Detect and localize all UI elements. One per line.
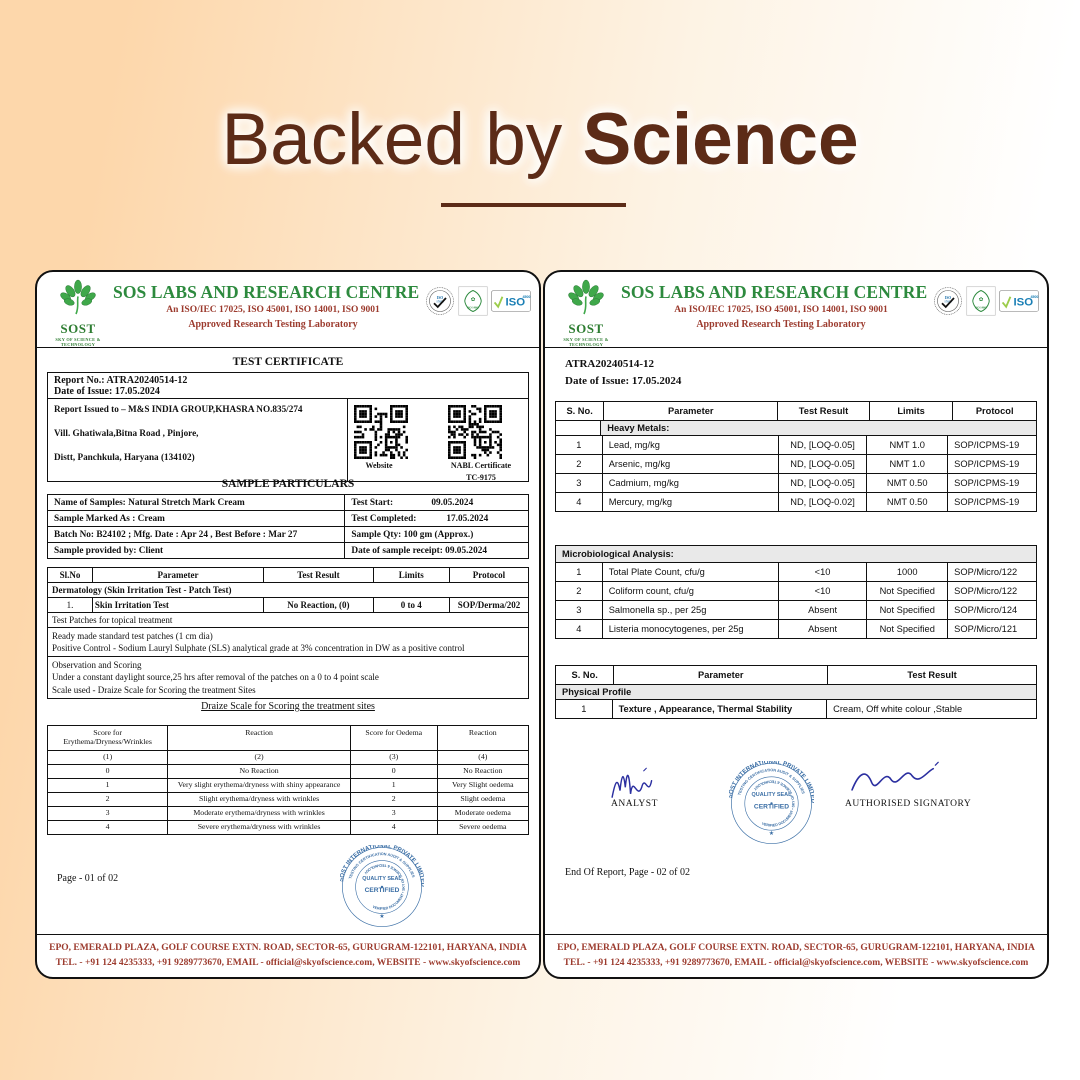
svg-text:QUALITY SEAL: QUALITY SEAL xyxy=(362,876,402,882)
svg-text:CERTIFIED: CERTIFIED xyxy=(365,887,400,894)
svg-text:CERTIFIED: CERTIFIED xyxy=(754,803,789,810)
svg-text:★: ★ xyxy=(379,913,384,920)
svg-text:★: ★ xyxy=(769,830,774,837)
svg-text:QUALITY SEAL: QUALITY SEAL xyxy=(752,792,793,798)
